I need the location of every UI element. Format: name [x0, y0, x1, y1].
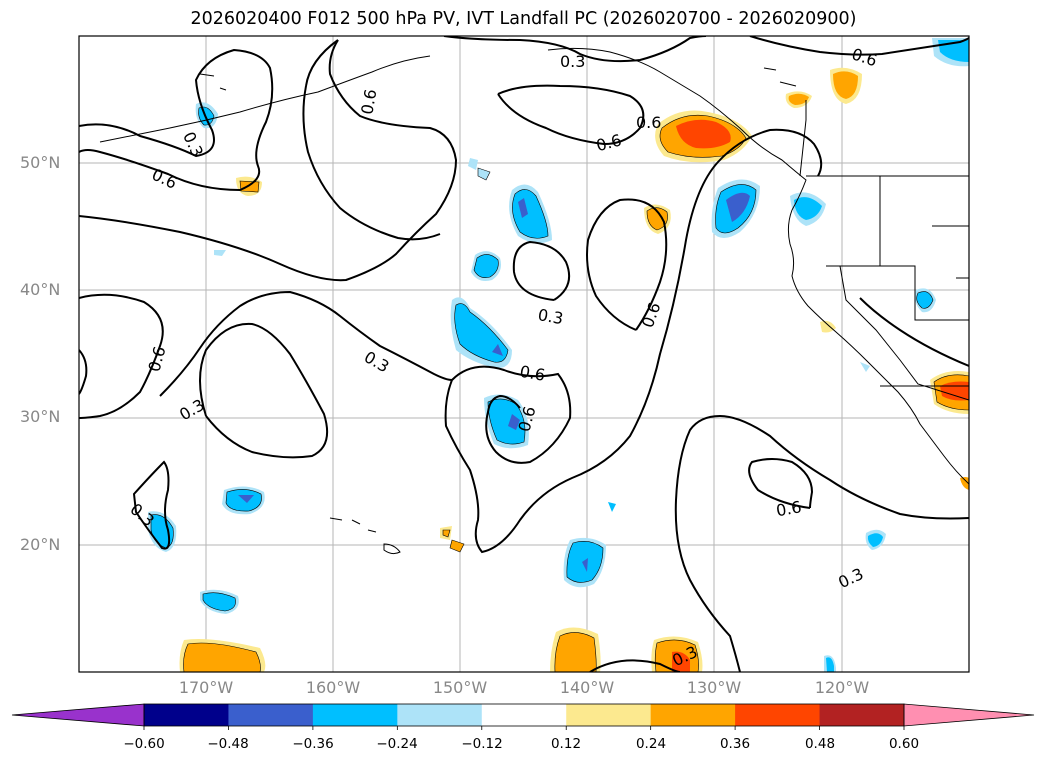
negative-pv-regions — [148, 38, 969, 672]
colorbar-segment — [735, 704, 821, 726]
map-title: 2026020400 F012 500 hPa PV, IVT Landfall… — [190, 9, 857, 29]
contour-label: 0.6 — [145, 344, 170, 374]
colorbar-tick-label: 0.48 — [804, 736, 836, 752]
lat-label: 50°N — [20, 153, 61, 172]
map-frame — [78, 35, 970, 673]
lon-label: 160°W — [305, 678, 361, 697]
colorbar-segment — [650, 704, 736, 726]
lon-label: 150°W — [432, 678, 488, 697]
colorbar-segment — [397, 704, 483, 726]
lon-label: 120°W — [814, 678, 870, 697]
map-panel: 0.3 0.6 0.3 0.6 0.6 0.6 0.6 0.3 0.6 0.3 … — [78, 35, 970, 673]
colorbar-segment — [312, 704, 398, 726]
contour-label: 0.6 — [518, 362, 546, 385]
colorbar-extend-min — [12, 704, 144, 726]
colorbar-tick-label: −0.48 — [207, 736, 249, 752]
colorbar-segment — [566, 704, 652, 726]
colorbar-tick-label: 0.24 — [635, 736, 667, 752]
lon-label: 170°W — [178, 678, 234, 697]
contour-label: 0.6 — [357, 88, 380, 116]
colorbar-tick-label: −0.12 — [461, 736, 503, 752]
colorbar-segment — [819, 704, 905, 726]
contour-label: 0.6 — [775, 497, 803, 520]
islands — [199, 67, 797, 555]
pv-contours — [79, 36, 969, 672]
lon-label: 140°W — [559, 678, 615, 697]
colorbar-segment — [228, 704, 314, 726]
colorbar-tick-label: 0.36 — [719, 736, 751, 752]
contour-label: 0.3 — [536, 305, 564, 328]
lat-label: 40°N — [20, 280, 61, 299]
lat-label: 30°N — [20, 407, 61, 426]
contour-label: 0.3 — [176, 395, 208, 424]
colorbar-extend-max — [904, 704, 1034, 726]
contour-label: 0.6 — [849, 44, 879, 70]
colorbar-segment — [481, 704, 567, 726]
contour-label: 0.6 — [594, 130, 624, 155]
contour-label: 0.3 — [361, 347, 393, 376]
colorbar-tick-label: −0.36 — [292, 736, 334, 752]
contour-label: 0.6 — [636, 113, 661, 132]
colorbar-tick-label: −0.60 — [123, 736, 165, 752]
colorbar-tick-label: 0.60 — [888, 736, 920, 752]
colorbar-tick-label: −0.24 — [376, 736, 418, 752]
positive-pv-regions — [179, 67, 969, 672]
colorbar-tick-label: 0.12 — [550, 736, 582, 752]
lat-label: 20°N — [20, 535, 61, 554]
colorbar-segment — [144, 704, 229, 726]
coastlines — [99, 47, 969, 485]
lon-label: 130°W — [686, 678, 742, 697]
contour-label: 0.3 — [835, 564, 866, 592]
contour-label: 0.6 — [638, 300, 665, 330]
contour-label: 0.3 — [560, 52, 585, 71]
